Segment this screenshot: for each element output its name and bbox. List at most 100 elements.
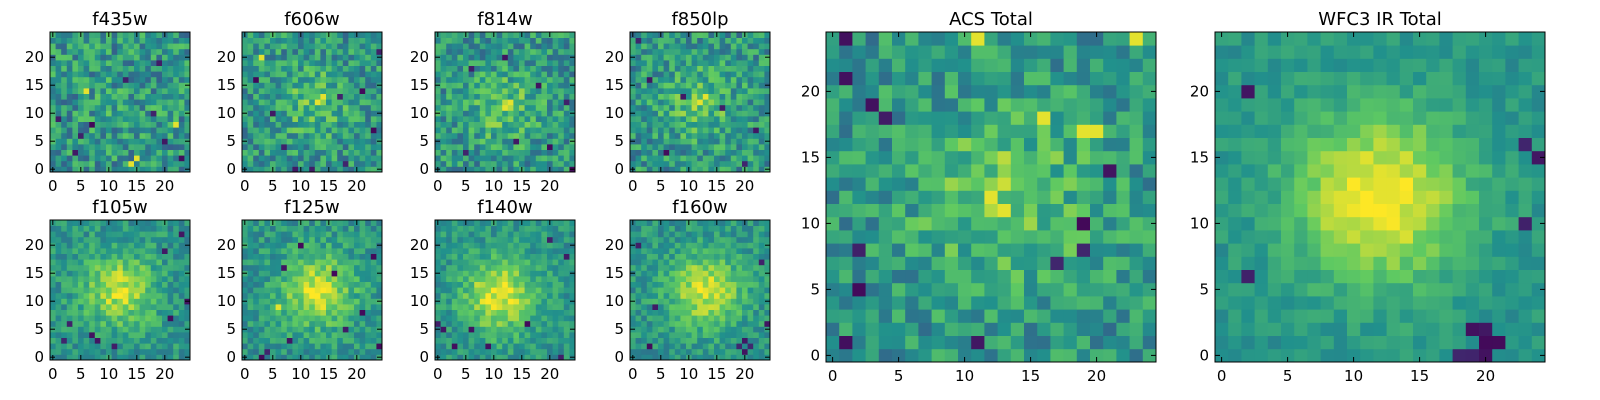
heatmap-cell	[646, 155, 653, 162]
heatmap-cell	[496, 354, 503, 361]
heatmap-cell	[145, 166, 152, 173]
heatmap-cell	[128, 309, 135, 316]
heatmap-cell	[742, 320, 748, 327]
heatmap-cell	[530, 88, 537, 94]
heatmap-cell	[314, 337, 321, 344]
heatmap-cell	[275, 65, 282, 72]
heatmap-cell	[286, 248, 293, 254]
heatmap-cell	[66, 166, 73, 173]
heatmap-cell	[652, 99, 659, 106]
heatmap-cell	[507, 160, 514, 167]
heatmap-cell	[714, 121, 720, 128]
heatmap-cell	[258, 326, 265, 333]
heatmap-cell	[496, 65, 503, 72]
heatmap-cell	[167, 298, 174, 305]
heatmap-cell	[342, 32, 349, 38]
heatmap-cell	[72, 54, 79, 61]
heatmap-cell	[513, 309, 520, 316]
heatmap-cell	[370, 88, 377, 94]
heatmap-cell	[446, 104, 453, 111]
heatmap-cell	[376, 149, 383, 156]
heatmap-cell	[669, 287, 676, 294]
heatmap-cell	[635, 298, 642, 305]
heatmap-cell	[513, 259, 520, 266]
heatmap-cell	[569, 348, 576, 355]
heatmap-cell	[298, 160, 304, 167]
heatmap-cell	[535, 32, 542, 38]
heatmap-cell	[658, 116, 664, 122]
heatmap-cell	[365, 225, 372, 232]
heatmap-cell	[663, 326, 670, 333]
heatmap-cell	[117, 304, 124, 310]
heatmap-cell	[674, 88, 681, 94]
heatmap-cell	[326, 315, 332, 322]
heatmap-cell	[61, 54, 68, 61]
heatmap-cell	[507, 248, 514, 254]
heatmap-cell	[446, 32, 453, 38]
heatmap-cell	[674, 354, 681, 361]
heatmap-cell	[519, 76, 525, 83]
heatmap-cell	[641, 281, 648, 288]
heatmap-cell	[55, 99, 62, 106]
heatmap-cell	[89, 121, 96, 128]
heatmap-cell	[134, 116, 140, 122]
heatmap-cell	[502, 253, 509, 260]
heatmap-cell	[281, 242, 288, 249]
heatmap-cell	[72, 231, 79, 238]
heatmap-cell	[519, 149, 525, 156]
heatmap-cell	[742, 281, 748, 288]
heatmap-cell	[139, 304, 146, 310]
heatmap-cell	[524, 343, 531, 350]
heatmap-cell	[117, 337, 124, 344]
heatmap-cell	[708, 309, 715, 316]
heatmap-cell	[173, 110, 180, 117]
heatmap-cell	[184, 160, 191, 167]
heatmap-cell	[173, 104, 180, 111]
heatmap-cell	[156, 99, 163, 106]
heatmap-cell	[736, 65, 743, 72]
heatmap-cell	[55, 236, 62, 243]
heatmap-cell	[686, 138, 692, 145]
heatmap-cell	[524, 127, 531, 134]
heatmap-cell	[139, 138, 146, 145]
heatmap-cell	[535, 236, 542, 243]
heatmap-cell	[173, 149, 180, 156]
heatmap-cell	[742, 155, 748, 162]
heatmap-cell	[298, 276, 304, 282]
heatmap-cell	[258, 138, 265, 145]
heatmap-cell	[178, 276, 185, 282]
heatmap-cell	[474, 248, 481, 254]
heatmap-cell	[635, 326, 642, 333]
heatmap-cell	[479, 166, 486, 173]
heatmap-cell	[298, 121, 304, 128]
heatmap-cell	[552, 315, 559, 322]
heatmap-cell	[150, 32, 157, 38]
heatmap-cell	[558, 155, 565, 162]
heatmap-cell	[691, 166, 698, 173]
heatmap-cell	[55, 110, 62, 117]
heatmap-cell	[747, 281, 754, 288]
heatmap-cell	[173, 343, 180, 350]
heatmap-cell	[258, 166, 265, 173]
heatmap-cell	[558, 264, 565, 271]
heatmap-cell	[94, 248, 101, 254]
heatmap-cell	[541, 292, 548, 299]
heatmap-cell	[714, 309, 720, 316]
heatmap-cell	[463, 253, 469, 260]
heatmap-cell	[242, 37, 248, 44]
heatmap-cell	[697, 93, 704, 100]
heatmap-cell	[292, 270, 299, 277]
heatmap-cell	[309, 315, 316, 322]
heatmap-cell	[446, 332, 453, 338]
heatmap-cell	[117, 93, 124, 100]
heatmap-cell	[485, 71, 492, 78]
heatmap-cell	[435, 43, 441, 50]
heatmap-cell	[502, 348, 509, 355]
heatmap-cell	[691, 337, 698, 344]
heatmap-cell	[440, 65, 447, 72]
heatmap-cell	[150, 343, 157, 350]
heatmap-cell	[50, 65, 56, 72]
heatmap-cell	[630, 337, 636, 344]
heatmap-cell	[292, 166, 299, 173]
heatmap-cell	[128, 155, 135, 162]
